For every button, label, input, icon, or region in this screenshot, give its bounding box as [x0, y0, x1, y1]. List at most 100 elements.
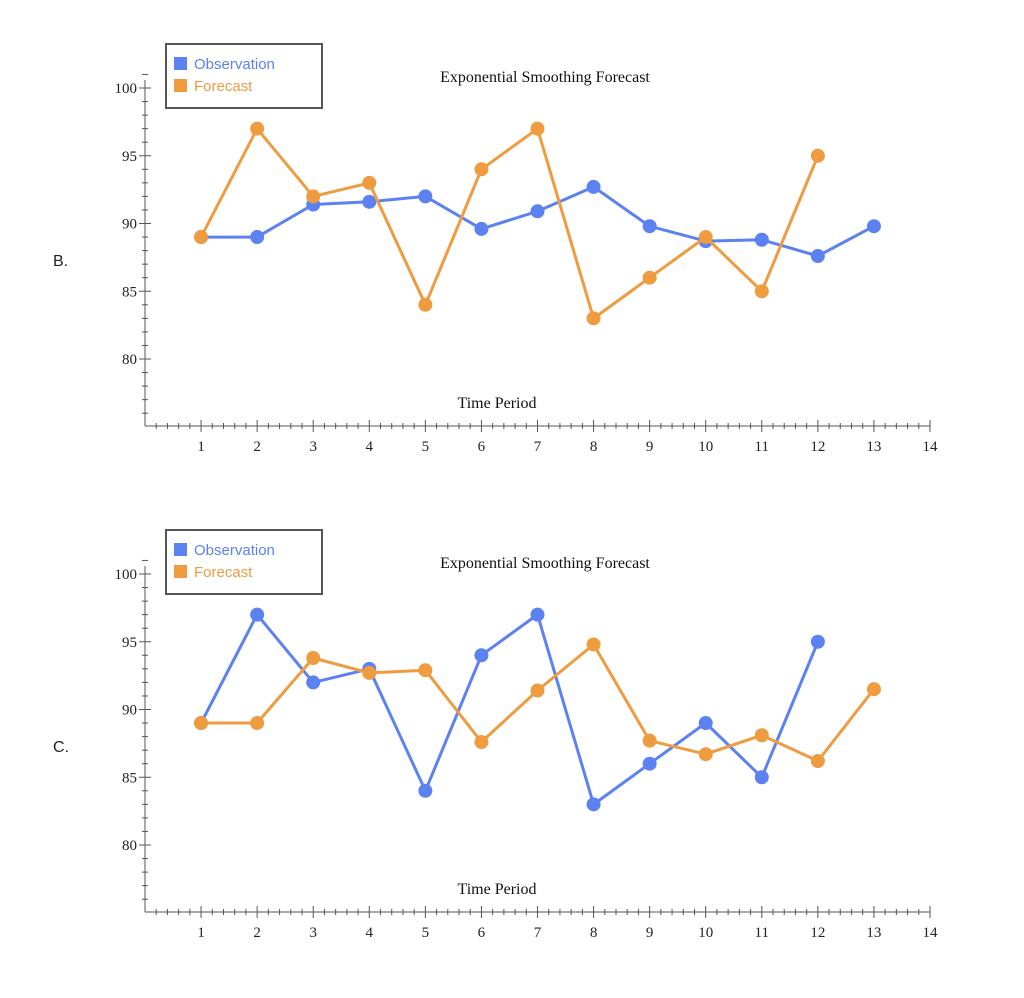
y-tick-label: 85: [122, 284, 137, 300]
forecast-point: [418, 297, 433, 312]
chart-c: 1 2 3 4 5 6 7 8 9 10 11 12 13 1480859095100Exponentia…: [115, 529, 939, 941]
x-tick-label: 6: [478, 925, 486, 941]
option-label-c: C.: [53, 739, 69, 756]
chart-title: Exponential Smoothing Forecast: [440, 555, 650, 572]
forecast-point: [698, 230, 713, 245]
observation-point: [810, 249, 825, 264]
observation-point: [754, 232, 769, 247]
observation-point: [474, 221, 489, 236]
x-tick-label: 12: [810, 439, 825, 455]
forecast-point: [530, 121, 545, 136]
observation-point: [642, 756, 657, 771]
forecast-point: [586, 637, 601, 652]
x-axis-label: Time Period: [458, 881, 537, 898]
observation-point: [754, 770, 769, 785]
x-tick-label: 6: [478, 439, 486, 455]
chart-title: Exponential Smoothing Forecast: [440, 69, 650, 86]
observation-point: [250, 607, 265, 622]
observation-point: [418, 783, 433, 798]
y-tick-label: 95: [122, 635, 137, 651]
x-tick-label: 2: [253, 925, 261, 941]
forecast-point: [194, 230, 209, 245]
observation-point: [474, 648, 489, 663]
observation-legend-label: Observation: [194, 542, 275, 559]
forecast-point: [362, 175, 377, 190]
forecast-point: [250, 121, 265, 136]
y-tick-label: 100: [115, 81, 138, 97]
y-tick-label: 80: [122, 838, 137, 854]
forecast-point: [698, 747, 713, 762]
forecast-point: [418, 663, 433, 678]
x-tick-label: 5: [422, 925, 430, 941]
forecast-point: [810, 753, 825, 768]
x-tick-label: 14: [923, 439, 939, 455]
observation-legend-swatch: [174, 543, 187, 556]
observation-point: [530, 607, 545, 622]
x-tick-label: 12: [810, 925, 825, 941]
observation-point: [866, 219, 881, 234]
x-tick-label: 9: [646, 439, 654, 455]
x-tick-label: 10: [698, 439, 713, 455]
option-label-b: B.: [53, 253, 69, 270]
y-tick-label: 85: [122, 770, 137, 786]
forecast-point: [306, 189, 321, 204]
observation-point: [586, 797, 601, 812]
x-tick-label: 4: [366, 925, 374, 941]
observation-point: [810, 634, 825, 649]
forecast-legend-swatch: [174, 565, 187, 578]
observation-line: [201, 185, 875, 258]
observation-line: [199, 613, 820, 806]
forecast-point: [474, 162, 489, 177]
x-tick-label: 3: [309, 439, 317, 455]
x-tick-label: 7: [534, 925, 542, 941]
x-tick-label: 7: [534, 439, 542, 455]
y-tick-label: 80: [122, 352, 137, 368]
forecast-legend-label: Forecast: [194, 78, 253, 95]
observation-point: [586, 179, 601, 194]
x-tick-label: 10: [698, 925, 713, 941]
forecast-point: [306, 651, 321, 666]
chart-b: 1 2 3 4 5 6 7 8 9 10 11 12 13 1480859095100Exponentia…: [115, 43, 939, 455]
x-tick-label: 5: [422, 439, 430, 455]
forecast-point: [362, 665, 377, 680]
observation-legend-swatch: [174, 57, 187, 70]
x-tick-label: 8: [590, 925, 598, 941]
x-tick-label: 9: [646, 925, 654, 941]
observation-point: [698, 716, 713, 731]
forecast-point: [642, 270, 657, 285]
observation-point: [250, 230, 265, 245]
observation-point: [362, 194, 377, 209]
x-tick-label: 13: [866, 925, 881, 941]
x-tick-label: 11: [755, 439, 769, 455]
observation-point: [306, 675, 321, 690]
x-tick-label: 14: [923, 925, 939, 941]
x-tick-label: 11: [755, 925, 769, 941]
observation-point: [642, 219, 657, 234]
forecast-legend-label: Forecast: [194, 564, 253, 581]
forecast-point: [866, 682, 881, 697]
x-axis-label: Time Period: [458, 395, 537, 412]
y-tick-label: 95: [122, 149, 137, 165]
y-tick-label: 100: [115, 567, 138, 583]
x-tick-label: 1: [197, 439, 205, 455]
forecast-legend-swatch: [174, 79, 187, 92]
forecast-point: [810, 148, 825, 163]
observation-point: [418, 189, 433, 204]
forecast-point: [250, 716, 265, 731]
legend: Observation Forecast: [165, 43, 323, 109]
observation-point: [530, 204, 545, 219]
legend-box: [165, 43, 323, 109]
legend: Observation Forecast: [165, 529, 323, 595]
forecast-point: [194, 716, 209, 731]
forecast-line: [201, 643, 876, 763]
x-tick-label: 13: [866, 439, 881, 455]
forecast-point: [754, 284, 769, 299]
y-tick-label: 90: [122, 217, 137, 233]
x-tick-label: 2: [253, 439, 261, 455]
observation-legend-label: Observation: [194, 56, 275, 73]
forecast-point: [586, 311, 601, 326]
x-tick-label: 1: [197, 925, 205, 941]
y-tick-label: 90: [122, 703, 137, 719]
forecast-line: [199, 127, 820, 320]
